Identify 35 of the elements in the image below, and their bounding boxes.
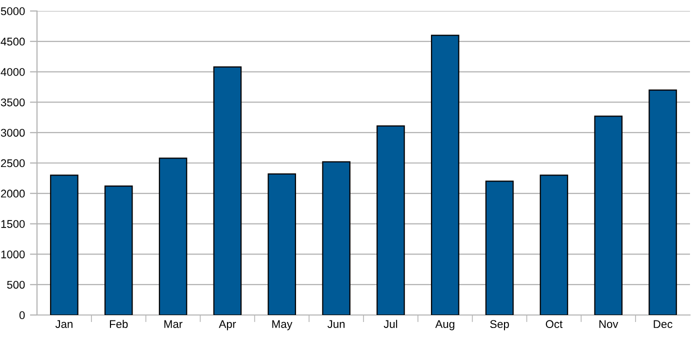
y-tick-label: 4500 xyxy=(0,38,25,46)
x-tick-label: May xyxy=(272,320,292,330)
y-tick-label: 2000 xyxy=(1,190,25,198)
y-tick-label: 3000 xyxy=(0,128,25,137)
bar xyxy=(213,66,242,315)
bar xyxy=(104,186,133,315)
y-tick-label: 0 xyxy=(19,311,25,320)
x-tick-label: Aug xyxy=(435,320,454,330)
x-tick-label: Nov xyxy=(599,320,618,328)
x-tick-label: Jul xyxy=(384,320,398,328)
y-tick-label: 2500 xyxy=(1,159,25,168)
x-tick-label: Sep xyxy=(490,320,509,330)
y-tick-label: 3500 xyxy=(0,98,25,106)
bar xyxy=(485,180,514,315)
x-tick-label: Apr xyxy=(218,320,236,330)
bar xyxy=(322,161,350,315)
x-tick-label: Feb xyxy=(110,320,128,328)
bar xyxy=(268,173,296,315)
bar xyxy=(540,174,568,315)
y-tick-label: 500 xyxy=(7,280,25,289)
bar xyxy=(594,116,623,315)
y-tick-label: 1500 xyxy=(1,220,25,228)
bar xyxy=(50,174,78,315)
bar xyxy=(376,125,405,315)
bar xyxy=(430,34,460,315)
x-tick-label: Jan xyxy=(55,320,72,328)
y-tick-label: 5000 xyxy=(0,7,25,16)
x-tick-label: Jun xyxy=(328,320,345,328)
x-tick-label: Dec xyxy=(654,320,672,328)
y-tick-label: 1000 xyxy=(1,250,25,258)
bar xyxy=(158,158,188,315)
x-tick-label: Mar xyxy=(164,320,182,328)
y-tick-label: 4000 xyxy=(0,68,25,76)
bar xyxy=(648,89,677,315)
x-tick-label: Oct xyxy=(546,320,563,328)
